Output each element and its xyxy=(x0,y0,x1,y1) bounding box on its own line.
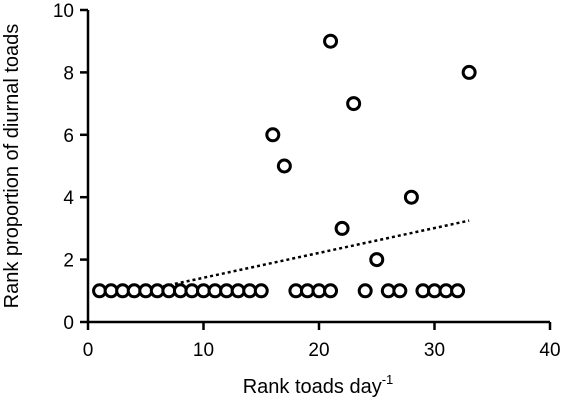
data-point xyxy=(323,283,339,299)
x-ticks: 0 10 20 30 40 xyxy=(83,322,561,361)
x-tick-label: 20 xyxy=(308,340,329,361)
data-point xyxy=(357,283,373,299)
y-tick-label: 0 xyxy=(63,313,74,334)
y-tick-label: 2 xyxy=(63,251,74,272)
data-point xyxy=(265,127,281,143)
y-tick-label: 4 xyxy=(63,188,74,209)
data-point xyxy=(276,158,292,174)
x-tick-label: 10 xyxy=(193,340,214,361)
data-point xyxy=(346,96,362,112)
data-point xyxy=(461,64,477,80)
trendline xyxy=(157,219,470,289)
y-tick-label: 10 xyxy=(53,1,74,22)
y-tick-label: 8 xyxy=(63,63,74,84)
data-point xyxy=(392,283,408,299)
y-ticks: 0 2 4 6 8 10 xyxy=(53,1,88,334)
data-point xyxy=(369,252,385,268)
x-tick-label: 0 xyxy=(83,340,94,361)
x-tick-label: 40 xyxy=(539,340,560,361)
y-tick-label: 6 xyxy=(63,126,74,147)
data-points xyxy=(92,33,477,299)
data-point xyxy=(450,283,466,299)
y-axis-title: Rank proportion of diurnal toads xyxy=(1,24,23,309)
x-axis-title: Rank toads day-1 xyxy=(243,372,394,398)
data-point xyxy=(403,189,419,205)
data-point xyxy=(334,220,350,236)
data-point xyxy=(253,283,269,299)
axes xyxy=(86,10,550,324)
x-axis-title-superscript: -1 xyxy=(382,372,394,387)
x-tick-label: 30 xyxy=(424,340,445,361)
data-point xyxy=(323,33,339,49)
x-axis-title-text: Rank toads day xyxy=(243,376,382,398)
